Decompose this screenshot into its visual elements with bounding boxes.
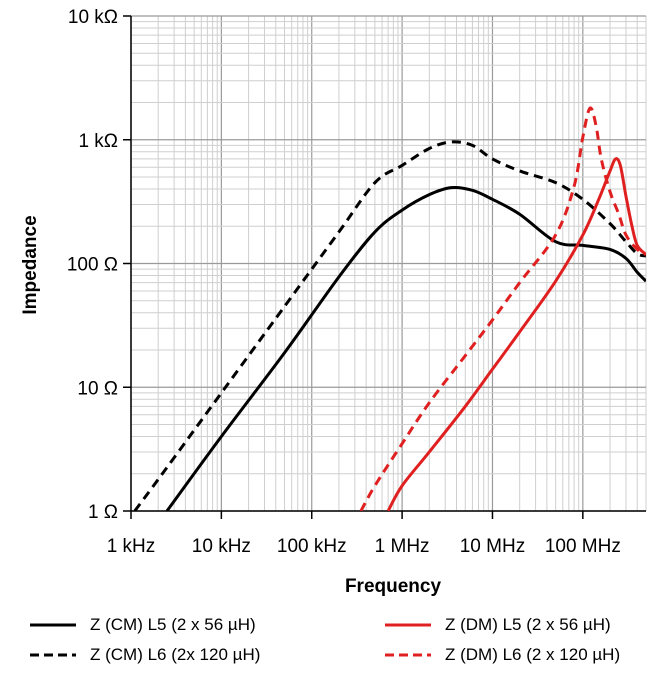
series-line-0: [165, 185, 646, 511]
legend-row: Z (CM) L6 (2x 120 µH) Z (DM) L6 (2 x 120…: [30, 640, 660, 670]
x-axis-title: Frequency: [345, 576, 442, 597]
x-tick-label: 10 kHz: [192, 536, 251, 557]
x-tick-label: 10 MHz: [460, 536, 525, 557]
x-tick-label: 1 kHz: [107, 536, 156, 557]
legend-label-dm-l5: Z (DM) L5 (2 x 56 µH): [445, 615, 611, 634]
y-tick-label: 1 Ω: [88, 502, 118, 523]
series-line-2: [386, 157, 646, 511]
x-tick-label: 1 MHz: [375, 536, 430, 557]
series-line-1: [133, 140, 646, 511]
series-layer: [133, 106, 646, 511]
y-tick-label: 1 kΩ: [78, 131, 118, 152]
legend-swatch-cm-l6: [30, 653, 76, 657]
legend-label-cm-l5: Z (CM) L5 (2 x 56 µH): [90, 615, 256, 634]
legend-swatch-cm-l5: [30, 623, 76, 627]
tick-labels: 1 Ω 10 Ω 100 Ω 1 kΩ 10 kΩ 1 kHz 10 kHz 100 kHz 1…: [67, 7, 621, 557]
y-tick-label: 100 Ω: [67, 255, 118, 276]
legend-item-dm-l6: Z (DM) L6 (2 x 120 µH): [385, 645, 655, 665]
x-tick-label: 100 kHz: [277, 536, 347, 557]
legend-row: Z (CM) L5 (2 x 56 µH) Z (DM) L5 (2 x 56 …: [30, 610, 660, 640]
x-tick-label: 100 MHz: [545, 536, 621, 557]
series-line-3: [359, 106, 646, 511]
impedance-chart: 1 Ω 10 Ω 100 Ω 1 kΩ 10 kΩ 1 kHz 10 kHz 100 kHz 1…: [20, 7, 647, 597]
legend-item-cm-l5: Z (CM) L5 (2 x 56 µH): [30, 615, 385, 635]
legend-item-cm-l6: Z (CM) L6 (2x 120 µH): [30, 645, 385, 665]
legend-item-dm-l5: Z (DM) L5 (2 x 56 µH): [385, 615, 655, 635]
legend-label-dm-l6: Z (DM) L6 (2 x 120 µH): [445, 645, 621, 664]
legend-swatch-dm-l6: [385, 653, 431, 657]
legend: Z (CM) L5 (2 x 56 µH) Z (DM) L5 (2 x 56 …: [30, 610, 660, 670]
y-axis-title: Impedance: [20, 215, 41, 314]
legend-swatch-dm-l5: [385, 623, 431, 627]
y-tick-label: 10 Ω: [77, 378, 118, 399]
legend-label-cm-l6: Z (CM) L6 (2x 120 µH): [90, 645, 261, 664]
y-tick-label: 10 kΩ: [68, 7, 118, 28]
